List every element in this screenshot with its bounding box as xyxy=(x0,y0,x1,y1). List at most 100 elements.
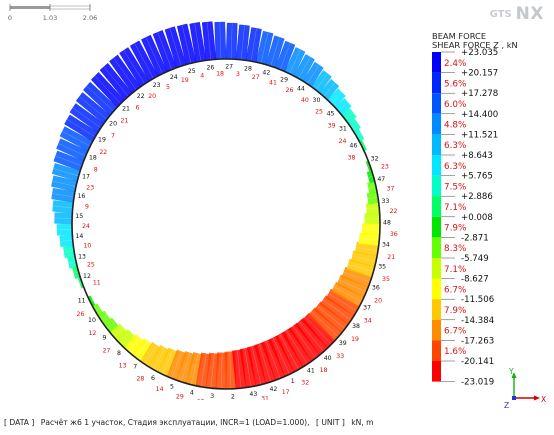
node-label: 3 xyxy=(210,393,214,400)
legend-percents: 2.4% 5.6% 6.0% 4.8% 6.3% 6.3% 7.5% 7.1% 7.9% 8.3%… xyxy=(444,59,466,357)
band-hatch xyxy=(317,305,346,329)
footer-data-tag: [ DATA ] xyxy=(4,418,35,427)
node-label: 47 xyxy=(377,176,385,183)
band-hatch xyxy=(328,293,357,312)
band-hatch xyxy=(280,42,291,70)
element-label: 20 xyxy=(374,298,382,305)
band-hatch xyxy=(366,207,380,210)
band-hatch xyxy=(171,351,182,379)
node-label: 19 xyxy=(98,137,106,144)
band-hatch xyxy=(100,315,108,321)
node-label: 36 xyxy=(372,284,380,291)
node-label: 38 xyxy=(352,323,360,330)
element-label: 8 xyxy=(94,166,98,173)
legend-values: +23.035 +20.157 +17.278 +14.400 +11.521 +8.64… xyxy=(461,48,498,386)
element-label: 12 xyxy=(88,330,96,337)
legend-title: BEAM FORCE xyxy=(432,31,486,41)
element-label: 23 xyxy=(381,163,389,170)
element-label: 20 xyxy=(148,93,156,100)
element-label: 21 xyxy=(120,118,128,125)
node-label: 8 xyxy=(117,350,121,357)
node-label: 30 xyxy=(313,97,321,104)
element-label: 29 xyxy=(176,394,184,400)
band-hatch xyxy=(265,340,281,379)
axis-z-label: Z xyxy=(504,401,509,410)
element-label: 22 xyxy=(390,208,398,215)
band-hatch xyxy=(64,250,75,253)
legend-color-bar xyxy=(432,51,455,382)
node-label: 20 xyxy=(109,120,117,127)
model-viewport[interactable]: 2842294430453146324733483435363738394041… xyxy=(0,0,420,400)
band-hatch xyxy=(207,22,212,60)
element-label: 27 xyxy=(103,347,111,354)
footer-unit-text: kN, m xyxy=(351,418,374,427)
band-hatch xyxy=(145,37,163,74)
legend-value: -5.749 xyxy=(461,254,489,264)
element-label: 17 xyxy=(282,389,290,396)
element-label: 34 xyxy=(364,318,372,325)
node-label: 23 xyxy=(153,82,161,89)
legend-swatch xyxy=(432,340,441,361)
legend-value: +5.765 xyxy=(461,172,493,182)
node-label: 24 xyxy=(170,74,178,81)
legend-value: -11.506 xyxy=(461,295,494,305)
legend-swatch xyxy=(432,155,441,176)
element-label: 22 xyxy=(99,149,107,156)
band-hatch xyxy=(68,261,77,264)
node-label: 5 xyxy=(170,384,174,391)
band-hatch xyxy=(86,85,114,112)
legend-percent: 7.1% xyxy=(444,265,466,275)
band-hatch xyxy=(292,326,316,359)
element-label: 11 xyxy=(93,280,101,287)
element-label: 31 xyxy=(261,396,269,400)
legend-percent: 5.6% xyxy=(444,79,466,89)
band-hatch xyxy=(190,353,199,385)
footer-data-text: Расчёт ж6 1 участок, Стадия эксплуатации… xyxy=(40,418,310,427)
band-hatch xyxy=(194,23,202,62)
node-label: 17 xyxy=(82,173,90,180)
element-label: 27 xyxy=(252,74,260,81)
band-hatch xyxy=(58,143,86,157)
band-hatch xyxy=(359,238,380,241)
element-label: 38 xyxy=(348,155,356,162)
band-hatch xyxy=(352,255,376,262)
legend-value: +23.035 xyxy=(461,48,498,58)
element-label: 25 xyxy=(315,109,323,116)
band-hatch xyxy=(307,64,320,85)
legend-value: -14.384 xyxy=(461,316,494,326)
band-hatch xyxy=(60,239,73,242)
legend: BEAM FORCE SHEAR FORCE Z , kN +23.035 +20… xyxy=(432,31,518,386)
band-hatch xyxy=(299,321,324,352)
band-hatch xyxy=(113,327,124,337)
element-label: 18 xyxy=(216,71,224,78)
element-label: 39 xyxy=(328,122,336,129)
legend-value: -23.019 xyxy=(461,378,494,386)
band-hatch xyxy=(244,348,252,387)
band-hatch xyxy=(229,351,232,389)
band-hatch xyxy=(311,311,339,337)
legend-swatch xyxy=(432,175,441,197)
element-label: 7 xyxy=(111,132,115,139)
band-hatch xyxy=(220,352,223,389)
band-hatch xyxy=(338,102,348,112)
element-label: 19 xyxy=(181,77,189,84)
band-hatch xyxy=(53,205,73,209)
axis-x-label: X xyxy=(541,395,546,404)
legend-percent: 7.9% xyxy=(444,306,466,316)
node-label: 44 xyxy=(297,86,305,93)
legend-swatch xyxy=(432,299,441,320)
legend-swatch xyxy=(432,134,441,155)
node-label: 37 xyxy=(363,304,371,311)
node-label: 31 xyxy=(339,126,347,133)
band-hatch xyxy=(272,337,290,375)
node-label: 18 xyxy=(89,154,97,161)
band-hatch xyxy=(120,332,132,345)
element-label: 26 xyxy=(286,87,294,94)
band-hatch xyxy=(136,341,149,359)
legend-swatch xyxy=(432,72,441,94)
element-label: 24 xyxy=(82,223,90,230)
band-hatch xyxy=(79,96,108,120)
element-label: 21 xyxy=(387,254,395,261)
brand-gts: GTS xyxy=(489,8,512,20)
legend-percent: 7.1% xyxy=(444,203,466,213)
